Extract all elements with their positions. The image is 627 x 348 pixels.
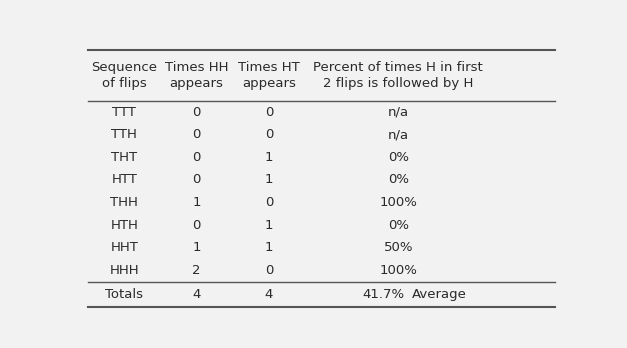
Text: TTT: TTT — [112, 105, 136, 119]
Text: 0: 0 — [192, 128, 201, 141]
Text: TTH: TTH — [112, 128, 137, 141]
Text: 0%: 0% — [388, 219, 409, 231]
Text: n/a: n/a — [387, 105, 409, 119]
Text: Times HT
appears: Times HT appears — [238, 61, 300, 90]
Text: 1: 1 — [265, 241, 273, 254]
Text: HHT: HHT — [110, 241, 138, 254]
Text: 0: 0 — [265, 264, 273, 277]
Text: Totals: Totals — [105, 288, 143, 301]
Text: 0: 0 — [192, 151, 201, 164]
Text: 1: 1 — [192, 241, 201, 254]
Text: 0: 0 — [192, 105, 201, 119]
Text: 1: 1 — [265, 173, 273, 186]
Text: 4: 4 — [265, 288, 273, 301]
Text: THH: THH — [110, 196, 138, 209]
Text: 0%: 0% — [388, 173, 409, 186]
Text: Average: Average — [412, 288, 466, 301]
Text: Sequence
of flips: Sequence of flips — [92, 61, 157, 90]
Text: 0: 0 — [265, 105, 273, 119]
Text: 1: 1 — [192, 196, 201, 209]
Text: 0: 0 — [192, 219, 201, 231]
Text: 0: 0 — [265, 196, 273, 209]
Text: 1: 1 — [265, 151, 273, 164]
Text: 4: 4 — [192, 288, 201, 301]
Text: 100%: 100% — [379, 264, 417, 277]
Text: Percent of times H in first
2 flips is followed by H: Percent of times H in first 2 flips is f… — [314, 61, 483, 90]
Text: 0: 0 — [265, 128, 273, 141]
Text: 100%: 100% — [379, 196, 417, 209]
Text: 1: 1 — [265, 219, 273, 231]
Text: HTT: HTT — [112, 173, 137, 186]
Text: HHH: HHH — [110, 264, 139, 277]
Text: Times HH
appears: Times HH appears — [165, 61, 228, 90]
Text: 2: 2 — [192, 264, 201, 277]
Text: n/a: n/a — [387, 128, 409, 141]
Text: HTH: HTH — [110, 219, 138, 231]
Text: 0%: 0% — [388, 151, 409, 164]
Text: 50%: 50% — [384, 241, 413, 254]
Text: THT: THT — [111, 151, 137, 164]
Text: 41.7%: 41.7% — [362, 288, 404, 301]
Text: 0: 0 — [192, 173, 201, 186]
